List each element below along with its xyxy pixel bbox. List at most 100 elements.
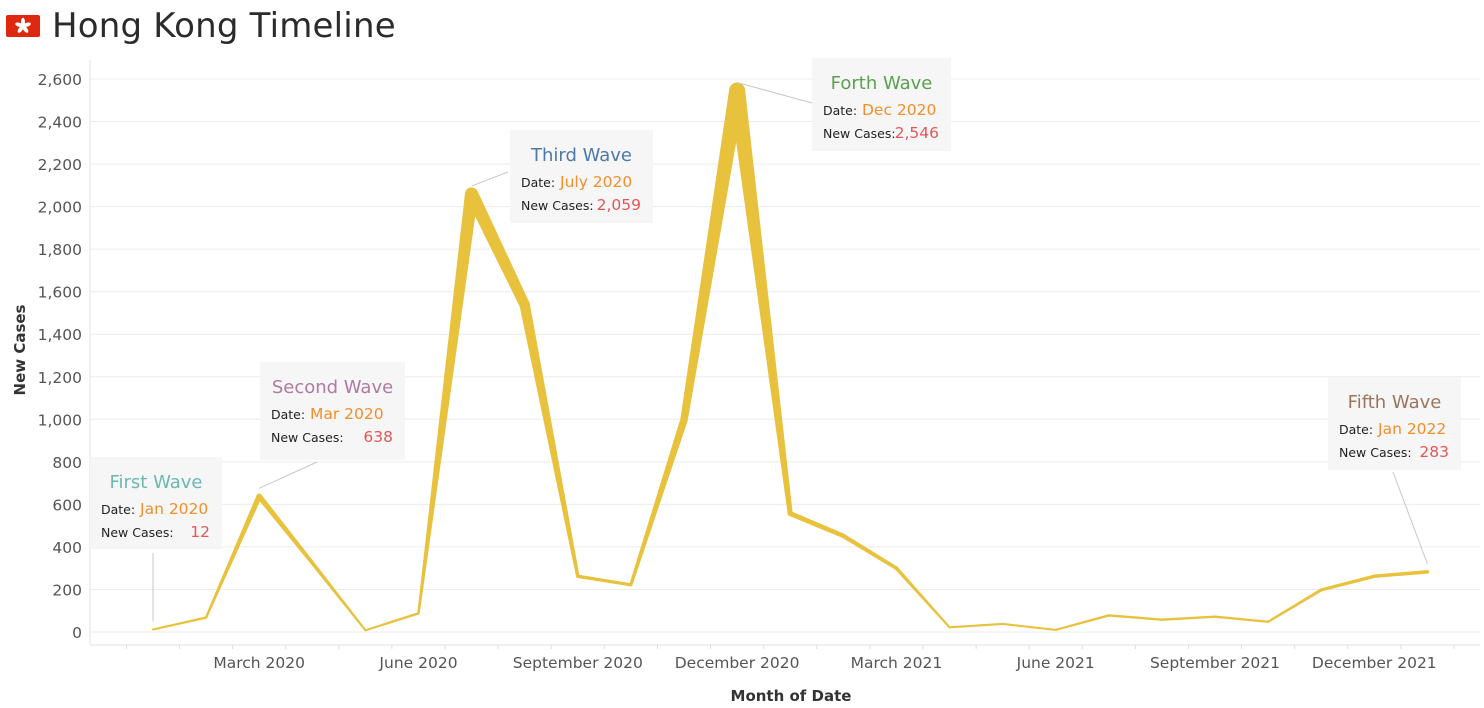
y-tick-label: 200 — [52, 581, 82, 599]
line-segment — [629, 418, 688, 586]
page-header: Hong Kong Timeline — [6, 4, 396, 48]
line-segment — [465, 191, 530, 308]
data-point — [1054, 628, 1057, 631]
data-point — [204, 616, 208, 619]
line-segment — [365, 612, 419, 632]
third-wave-title: Third Wave — [530, 145, 632, 166]
first-wave-title: First Wave — [109, 472, 202, 493]
y-tick-label: 0 — [72, 624, 82, 642]
hong-kong-flag-icon — [6, 15, 40, 37]
y-tick-label: 800 — [52, 454, 82, 472]
data-point — [948, 626, 951, 629]
series-line — [151, 82, 1430, 632]
data-point — [310, 560, 315, 565]
y-axis: 0 200 400 600 800 1,000 1,200 1,400 1,600 1,800 2,… — [38, 60, 91, 645]
third-wave-date-label: Date: — [521, 175, 555, 190]
line-segment — [577, 574, 632, 587]
fifth-wave-cases-label: New Cases: — [1339, 445, 1412, 460]
line-segment — [789, 511, 845, 538]
second-wave-annotation: Second Wave Date: Mar 2020 New Cases: 638 — [260, 362, 405, 460]
line-segment — [417, 193, 479, 614]
third-wave-annotation: Third Wave Date: July 2020 New Cases: 2,059 — [510, 130, 653, 223]
y-tick-label: 400 — [52, 539, 82, 557]
x-tick-label: March 2020 — [213, 654, 305, 672]
first-wave-annotation: First Wave Date: Jan 2020 New Cases: 12 — [90, 457, 222, 549]
x-tick-label: March 2021 — [851, 654, 943, 672]
line-segment — [1267, 588, 1322, 623]
y-tick-label: 1,200 — [38, 369, 82, 387]
line-segment — [1214, 615, 1269, 623]
second-wave-title: Second Wave — [272, 377, 393, 398]
data-point — [1266, 620, 1270, 623]
line-segment — [257, 494, 314, 565]
x-tick-label: September 2020 — [513, 654, 643, 672]
line-segment — [1161, 615, 1216, 621]
line-segment — [842, 533, 898, 570]
forth-wave-date-value: Dec 2020 — [862, 101, 936, 119]
fifth-wave-cases-value: 283 — [1419, 443, 1449, 461]
first-wave-date-value: Jan 2020 — [139, 500, 208, 518]
y-tick-label: 1,800 — [38, 241, 82, 259]
data-point — [256, 493, 262, 500]
line-segment — [1055, 614, 1110, 631]
line-segment — [895, 566, 951, 629]
data-point — [151, 628, 155, 631]
annotations: First Wave Date: Jan 2020 New Cases: 12 Secon… — [90, 58, 1461, 549]
data-point — [1319, 588, 1323, 592]
second-wave-annotation-box — [260, 362, 405, 460]
data-point — [1001, 622, 1004, 626]
x-axis-title: Month of Date — [731, 687, 852, 705]
first-wave-cases-value: 12 — [190, 523, 210, 541]
y-axis-title: New Cases — [11, 304, 29, 395]
bauhinia-icon — [15, 17, 31, 33]
data-point — [894, 566, 899, 571]
data-point — [364, 629, 367, 632]
data-point — [629, 583, 633, 587]
line-segment — [1374, 570, 1428, 578]
data-point — [1372, 574, 1377, 578]
data-point — [464, 187, 479, 201]
line-segment — [680, 89, 745, 421]
y-tick-label: 2,600 — [38, 71, 82, 89]
fifth-wave-title: Fifth Wave — [1348, 392, 1442, 413]
fifth-wave-date-value: Jan 2022 — [1377, 420, 1446, 438]
y-tick-label: 1,600 — [38, 284, 82, 302]
y-tick-label: 2,000 — [38, 199, 82, 217]
grid-layer — [90, 78, 1480, 633]
data-point — [1160, 618, 1164, 621]
x-tick-label: June 2021 — [1016, 654, 1095, 672]
second-wave-cases-value: 638 — [363, 428, 393, 446]
third-wave-cases-label: New Cases: — [521, 198, 594, 213]
x-tick-label: June 2020 — [378, 654, 457, 672]
data-point — [576, 574, 580, 578]
data-point — [417, 612, 420, 615]
y-tick-label: 1,400 — [38, 326, 82, 344]
line-segment — [949, 622, 1003, 629]
third-wave-cases-value: 2,059 — [597, 196, 641, 214]
fifth-wave-annotation: Fifth Wave Date: Jan 2022 New Cases: 283 — [1328, 377, 1461, 470]
second-wave-date-label: Date: — [271, 407, 305, 422]
line-segment — [1002, 622, 1056, 631]
data-point — [519, 299, 530, 311]
first-wave-cases-label: New Cases: — [101, 525, 174, 540]
annotation-leaders — [152, 82, 1428, 622]
line-segment — [152, 616, 207, 631]
line-segment — [1320, 574, 1375, 592]
data-point — [680, 416, 688, 424]
data-point — [1213, 615, 1217, 618]
data-point — [841, 533, 846, 539]
x-tick-label: December 2021 — [1312, 654, 1437, 672]
y-tick-label: 2,400 — [38, 114, 82, 132]
y-tick-label: 1,000 — [38, 411, 82, 429]
first-wave-date-label: Date: — [101, 502, 135, 517]
line-segment — [205, 495, 262, 619]
data-point — [787, 510, 793, 517]
forth-wave-title: Forth Wave — [831, 73, 933, 94]
forth-wave-cases-label: New Cases: — [823, 126, 896, 141]
second-wave-leader — [258, 461, 318, 489]
data-point — [1425, 570, 1430, 574]
forth-wave-date-label: Date: — [823, 103, 857, 118]
third-wave-annotation-box — [510, 130, 653, 223]
data-point — [729, 82, 746, 99]
line-segment — [310, 561, 367, 631]
